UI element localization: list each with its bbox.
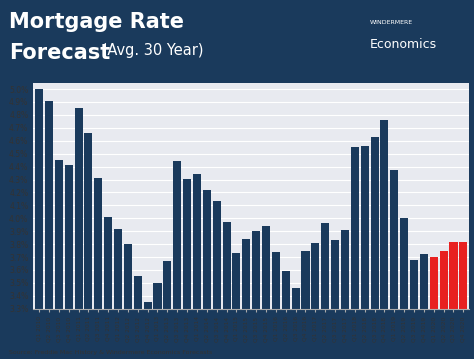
Bar [232,253,240,309]
Bar [203,190,211,309]
Bar [301,251,310,309]
Bar [341,230,349,309]
Bar [114,229,122,309]
Bar [331,240,339,309]
Bar [420,255,428,309]
Bar [64,165,73,309]
Bar [164,261,172,309]
Text: WINDERMERE: WINDERMERE [370,20,413,25]
Bar [449,242,457,309]
Text: Economics: Economics [370,38,437,51]
Bar [55,160,63,309]
Bar [84,133,92,309]
Bar [282,271,290,309]
Bar [94,178,102,309]
Bar [193,174,201,309]
Bar [371,137,379,309]
Bar [351,147,359,309]
Bar [311,243,319,309]
Bar [439,251,447,309]
Text: Source: Freddie Mac History & Windermere Economics Forecasts: Source: Freddie Mac History & Windermere… [9,350,213,355]
Bar [361,146,369,309]
Bar [74,108,82,309]
Bar [104,217,112,309]
Text: (Avg. 30 Year): (Avg. 30 Year) [97,43,204,59]
Bar [380,120,389,309]
Bar [173,162,181,309]
Bar [430,257,438,309]
Bar [410,260,418,309]
Bar [134,276,142,309]
Bar [292,288,300,309]
Bar [183,180,191,309]
Text: Mortgage Rate: Mortgage Rate [9,12,184,32]
Bar [262,226,270,309]
Bar [242,239,250,309]
Bar [400,218,408,309]
Bar [459,242,467,309]
Bar [252,231,260,309]
Bar [154,283,162,309]
Text: Forecast: Forecast [9,43,111,64]
Bar [35,89,43,309]
Bar [213,201,221,309]
Bar [321,223,329,309]
Bar [45,101,53,309]
Bar [390,171,398,309]
Bar [272,252,280,309]
Bar [144,302,152,309]
Bar [124,244,132,309]
Bar [222,222,230,309]
